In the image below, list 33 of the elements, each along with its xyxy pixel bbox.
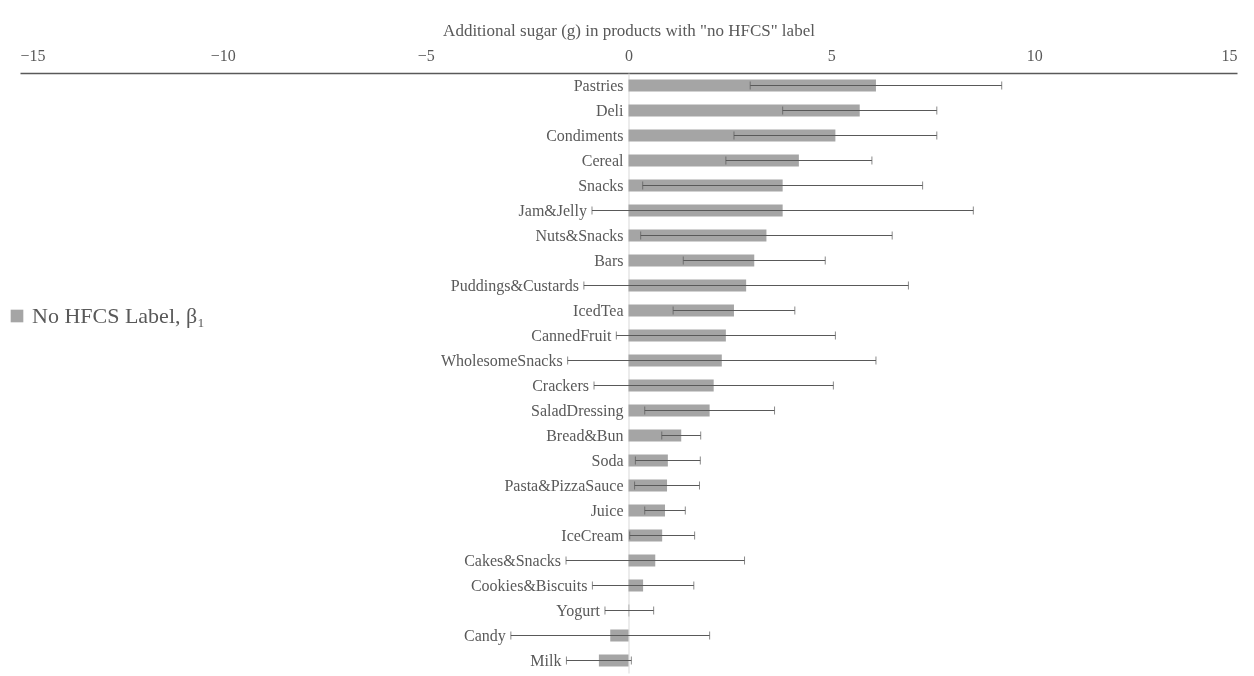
y-tick-label: Candy xyxy=(464,626,506,645)
y-tick-label: Bread&Bun xyxy=(546,426,624,444)
y-tick-label: Milk xyxy=(530,651,562,669)
y-tick-label: Jam&Jelly xyxy=(518,201,587,220)
y-tick-label: CannedFruit xyxy=(531,326,612,344)
y-tick-label: Juice xyxy=(590,501,624,519)
x-axis-title: Additional sugar (g) in products with "no HFCS" label xyxy=(443,20,816,40)
legend-label: No HFCS Label, β₁ xyxy=(32,303,205,328)
y-tick-label: Pastries xyxy=(573,76,624,94)
x-tick-label: −5 xyxy=(417,46,435,64)
y-tick-label: Snacks xyxy=(578,176,624,194)
y-tick-label: Yogurt xyxy=(556,601,601,620)
y-tick-label: WholesomeSnacks xyxy=(440,351,563,369)
x-tick-label: 0 xyxy=(625,46,633,64)
y-tick-label: IcedTea xyxy=(573,301,624,319)
y-tick-label: IceCream xyxy=(561,526,625,544)
y-tick-label: Cereal xyxy=(581,151,625,169)
y-tick-label: Pasta&PizzaSauce xyxy=(504,476,624,494)
x-tick-label: −15 xyxy=(20,46,46,64)
x-tick-label: 10 xyxy=(1026,46,1043,64)
y-tick-label: SaladDressing xyxy=(531,401,624,420)
y-tick-label: Puddings&Custards xyxy=(450,276,579,295)
x-tick-label: −10 xyxy=(210,46,236,64)
x-tick-label: 5 xyxy=(827,46,836,64)
y-tick-label: Crackers xyxy=(532,376,590,394)
y-tick-label: Nuts&Snacks xyxy=(535,226,624,244)
y-tick-label: Bars xyxy=(594,251,624,269)
y-tick-label: Condiments xyxy=(546,126,624,144)
y-tick-label: Soda xyxy=(591,451,624,469)
y-tick-label: Deli xyxy=(595,101,625,119)
x-tick-label: 15 xyxy=(1221,46,1238,64)
y-tick-label: Cookies&Biscuits xyxy=(470,576,588,594)
y-tick-label: Cakes&Snacks xyxy=(464,551,562,569)
